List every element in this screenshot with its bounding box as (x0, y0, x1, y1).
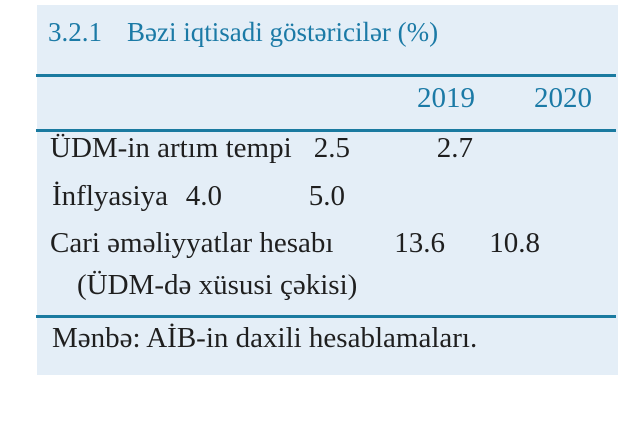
row-label-current-account: Cari əməliyyatlar hesabı (50, 227, 334, 259)
column-header-2019: 2019 (417, 82, 475, 114)
cell-current-account-2020: 10.8 (489, 227, 540, 259)
row-sublabel-current-account: (ÜDM-də xüsusi çəkisi) (77, 269, 358, 301)
row-label-inflation: İnflyasiya (52, 180, 168, 212)
table-panel: 3.2.1 Bəzi iqtisadi göstəricilər (%) 2019… (36, 5, 618, 375)
row-label-gdp-growth: ÜDM-in artım tempi (50, 132, 292, 164)
divider-top (36, 74, 616, 77)
cell-gdp-growth-2019: 2.5 (313, 132, 350, 164)
cell-inflation-2020: 5.0 (308, 180, 345, 212)
source-note: Mənbə: AİB-in daxili hesablamaları. (52, 322, 478, 354)
table-number: 3.2.1 (48, 17, 102, 47)
divider-bottom (36, 315, 616, 318)
divider-header (36, 129, 616, 132)
cell-gdp-growth-2020: 2.7 (436, 132, 473, 164)
table-title: 3.2.1 Bəzi iqtisadi göstəricilər (%) (48, 17, 438, 48)
table-title-text: Bəzi iqtisadi göstəricilər (%) (127, 17, 439, 47)
cell-inflation-2019: 4.0 (185, 180, 222, 212)
column-header-2020: 2020 (534, 82, 592, 114)
cell-current-account-2019: 13.6 (394, 227, 445, 259)
